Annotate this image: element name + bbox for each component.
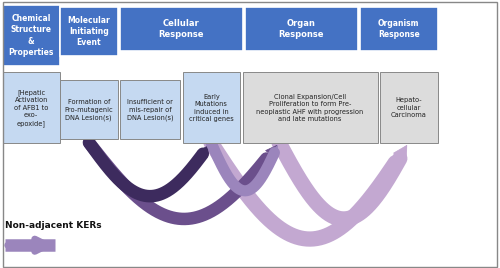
Text: [Hepatic
Activation
of AFB1 to
exo-
epoxide]: [Hepatic Activation of AFB1 to exo- epox… [14, 89, 48, 126]
FancyBboxPatch shape [120, 7, 242, 51]
FancyBboxPatch shape [245, 7, 358, 51]
Text: Cellular
Response: Cellular Response [158, 19, 204, 39]
FancyBboxPatch shape [60, 80, 118, 139]
FancyBboxPatch shape [120, 80, 180, 139]
Text: Organ
Response: Organ Response [278, 19, 324, 39]
Text: Organism
Response: Organism Response [378, 19, 420, 39]
FancyBboxPatch shape [60, 7, 118, 56]
FancyBboxPatch shape [242, 72, 378, 143]
Text: Non-adjacent KERs: Non-adjacent KERs [5, 221, 102, 230]
Text: Molecular
Initiating
Event: Molecular Initiating Event [68, 16, 110, 47]
Text: Chemical
Structure
&
Properties: Chemical Structure & Properties [8, 14, 54, 57]
FancyBboxPatch shape [2, 5, 60, 66]
FancyBboxPatch shape [2, 72, 60, 143]
Text: Formation of
Pro-mutagenic
DNA Lesion(s): Formation of Pro-mutagenic DNA Lesion(s) [64, 99, 113, 121]
Text: Clonal Expansion/Cell
Proliferation to form Pre-
neoplastic AHF with progression: Clonal Expansion/Cell Proliferation to f… [256, 94, 364, 122]
FancyBboxPatch shape [182, 72, 240, 143]
FancyBboxPatch shape [380, 72, 438, 143]
Text: Early
Mutations
induced in
critical genes: Early Mutations induced in critical gene… [189, 94, 234, 122]
Text: Hepato-
cellular
Carcinoma: Hepato- cellular Carcinoma [391, 97, 426, 118]
Text: Insufficient or
mis-repair of
DNA Lesion(s): Insufficient or mis-repair of DNA Lesion… [126, 99, 174, 121]
FancyBboxPatch shape [360, 7, 438, 51]
